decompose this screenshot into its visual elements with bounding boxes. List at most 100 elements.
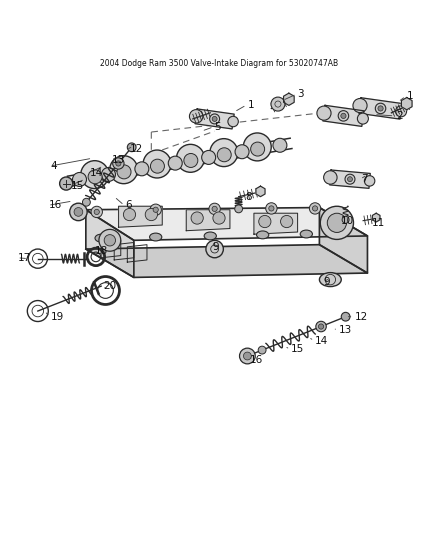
Polygon shape <box>256 186 265 197</box>
Polygon shape <box>86 245 367 277</box>
Text: 14: 14 <box>315 336 328 346</box>
Circle shape <box>341 312 350 321</box>
Text: 12: 12 <box>130 143 143 154</box>
Circle shape <box>212 116 217 122</box>
Circle shape <box>81 160 109 189</box>
Circle shape <box>110 156 138 184</box>
Polygon shape <box>254 213 297 234</box>
Ellipse shape <box>204 232 216 240</box>
Circle shape <box>357 113 368 124</box>
Circle shape <box>150 159 164 173</box>
Text: 15: 15 <box>71 181 84 191</box>
Circle shape <box>209 203 220 215</box>
Circle shape <box>213 212 225 224</box>
Text: 4: 4 <box>51 161 57 171</box>
Circle shape <box>327 213 346 232</box>
Text: 13: 13 <box>339 325 352 335</box>
Ellipse shape <box>257 231 269 239</box>
Circle shape <box>212 206 217 212</box>
Circle shape <box>91 206 102 217</box>
Circle shape <box>145 208 157 221</box>
Circle shape <box>258 346 266 354</box>
Text: 16: 16 <box>250 356 263 365</box>
Polygon shape <box>359 98 402 119</box>
Circle shape <box>102 167 116 182</box>
Circle shape <box>347 176 353 182</box>
Text: 5: 5 <box>215 122 221 132</box>
Circle shape <box>375 103 386 114</box>
Circle shape <box>396 106 406 117</box>
Text: 10: 10 <box>341 216 354 225</box>
Circle shape <box>269 206 274 211</box>
Circle shape <box>127 143 136 152</box>
Text: 15: 15 <box>291 344 304 354</box>
Circle shape <box>124 208 136 221</box>
Circle shape <box>201 150 215 164</box>
Polygon shape <box>186 210 230 231</box>
Text: 14: 14 <box>90 168 103 177</box>
Polygon shape <box>323 106 364 126</box>
Circle shape <box>74 207 83 216</box>
Ellipse shape <box>95 234 107 242</box>
Text: 20: 20 <box>103 281 117 291</box>
Circle shape <box>104 235 116 246</box>
Circle shape <box>191 212 203 224</box>
Circle shape <box>177 144 205 172</box>
Polygon shape <box>119 206 162 227</box>
Polygon shape <box>372 213 380 222</box>
Circle shape <box>143 150 171 178</box>
Circle shape <box>153 207 158 212</box>
Circle shape <box>309 203 321 214</box>
Circle shape <box>244 352 251 360</box>
Circle shape <box>240 348 255 364</box>
Circle shape <box>345 174 355 184</box>
Text: 9: 9 <box>212 242 219 252</box>
Circle shape <box>235 205 243 213</box>
Text: 1: 1 <box>407 91 413 101</box>
Circle shape <box>184 154 198 167</box>
Text: 18: 18 <box>95 246 108 256</box>
Ellipse shape <box>319 272 341 287</box>
Circle shape <box>135 162 149 176</box>
Text: 16: 16 <box>49 200 62 211</box>
Text: 1: 1 <box>247 100 254 110</box>
Circle shape <box>189 110 203 123</box>
Circle shape <box>281 215 293 228</box>
Circle shape <box>266 203 277 214</box>
Circle shape <box>206 240 223 258</box>
Circle shape <box>243 133 271 161</box>
Polygon shape <box>86 210 134 277</box>
Circle shape <box>88 170 102 184</box>
Text: 8: 8 <box>245 192 252 201</box>
Circle shape <box>228 116 238 127</box>
Text: 11: 11 <box>372 218 385 228</box>
Circle shape <box>60 177 73 190</box>
Circle shape <box>94 209 99 215</box>
Text: 2004 Dodge Ram 3500 Valve-Intake Diagram for 53020747AB: 2004 Dodge Ram 3500 Valve-Intake Diagram… <box>100 59 338 68</box>
Polygon shape <box>283 93 294 106</box>
Circle shape <box>235 145 249 159</box>
Circle shape <box>99 229 121 251</box>
Ellipse shape <box>300 230 312 238</box>
Circle shape <box>217 148 231 161</box>
Text: 3: 3 <box>297 89 304 99</box>
Circle shape <box>73 173 86 187</box>
Circle shape <box>82 198 90 206</box>
Circle shape <box>271 97 285 111</box>
Circle shape <box>341 113 346 118</box>
Text: 2: 2 <box>396 111 403 121</box>
Circle shape <box>150 204 161 215</box>
Circle shape <box>312 206 318 211</box>
Polygon shape <box>330 170 370 188</box>
Circle shape <box>168 156 182 170</box>
Circle shape <box>324 171 337 184</box>
Circle shape <box>251 142 265 156</box>
Circle shape <box>210 114 219 124</box>
Circle shape <box>353 99 367 112</box>
Text: 12: 12 <box>354 312 367 322</box>
Polygon shape <box>402 98 412 110</box>
Circle shape <box>342 216 349 223</box>
Text: 17: 17 <box>18 253 32 263</box>
Circle shape <box>320 206 353 239</box>
Circle shape <box>117 165 131 179</box>
